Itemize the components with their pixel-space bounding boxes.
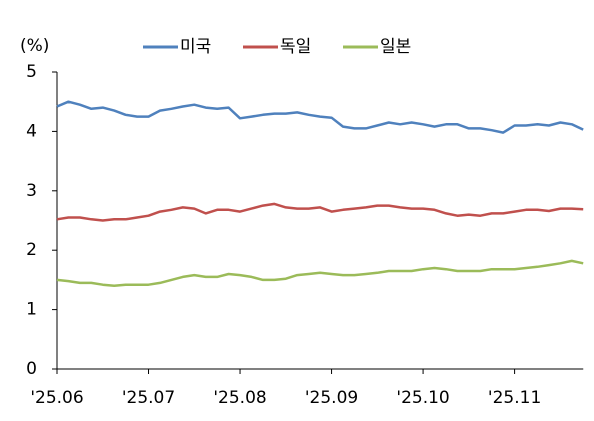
y-tick-label: 2 xyxy=(26,240,37,260)
y-tick-label: 0 xyxy=(26,359,37,379)
x-tick-label: '25.06 xyxy=(30,388,83,408)
y-axis-label: (%) xyxy=(20,36,49,56)
series-line xyxy=(56,259,584,288)
series-line xyxy=(56,100,584,134)
legend-label: 독일 xyxy=(280,37,311,57)
x-tick-label: '25.07 xyxy=(122,388,175,408)
y-tick-label: 5 xyxy=(26,62,37,82)
y-tick-label: 1 xyxy=(26,300,37,320)
x-tick-label: '25.09 xyxy=(305,388,358,408)
legend-label: 일본 xyxy=(380,37,411,57)
x-tick-label: '25.11 xyxy=(488,388,541,408)
y-tick-label: 3 xyxy=(26,181,37,201)
series-line xyxy=(56,202,584,222)
x-tick-label: '25.08 xyxy=(213,388,266,408)
legend-label: 미국 xyxy=(180,37,211,57)
x-tick-label: '25.10 xyxy=(396,388,449,408)
y-tick-label: 4 xyxy=(26,121,37,141)
